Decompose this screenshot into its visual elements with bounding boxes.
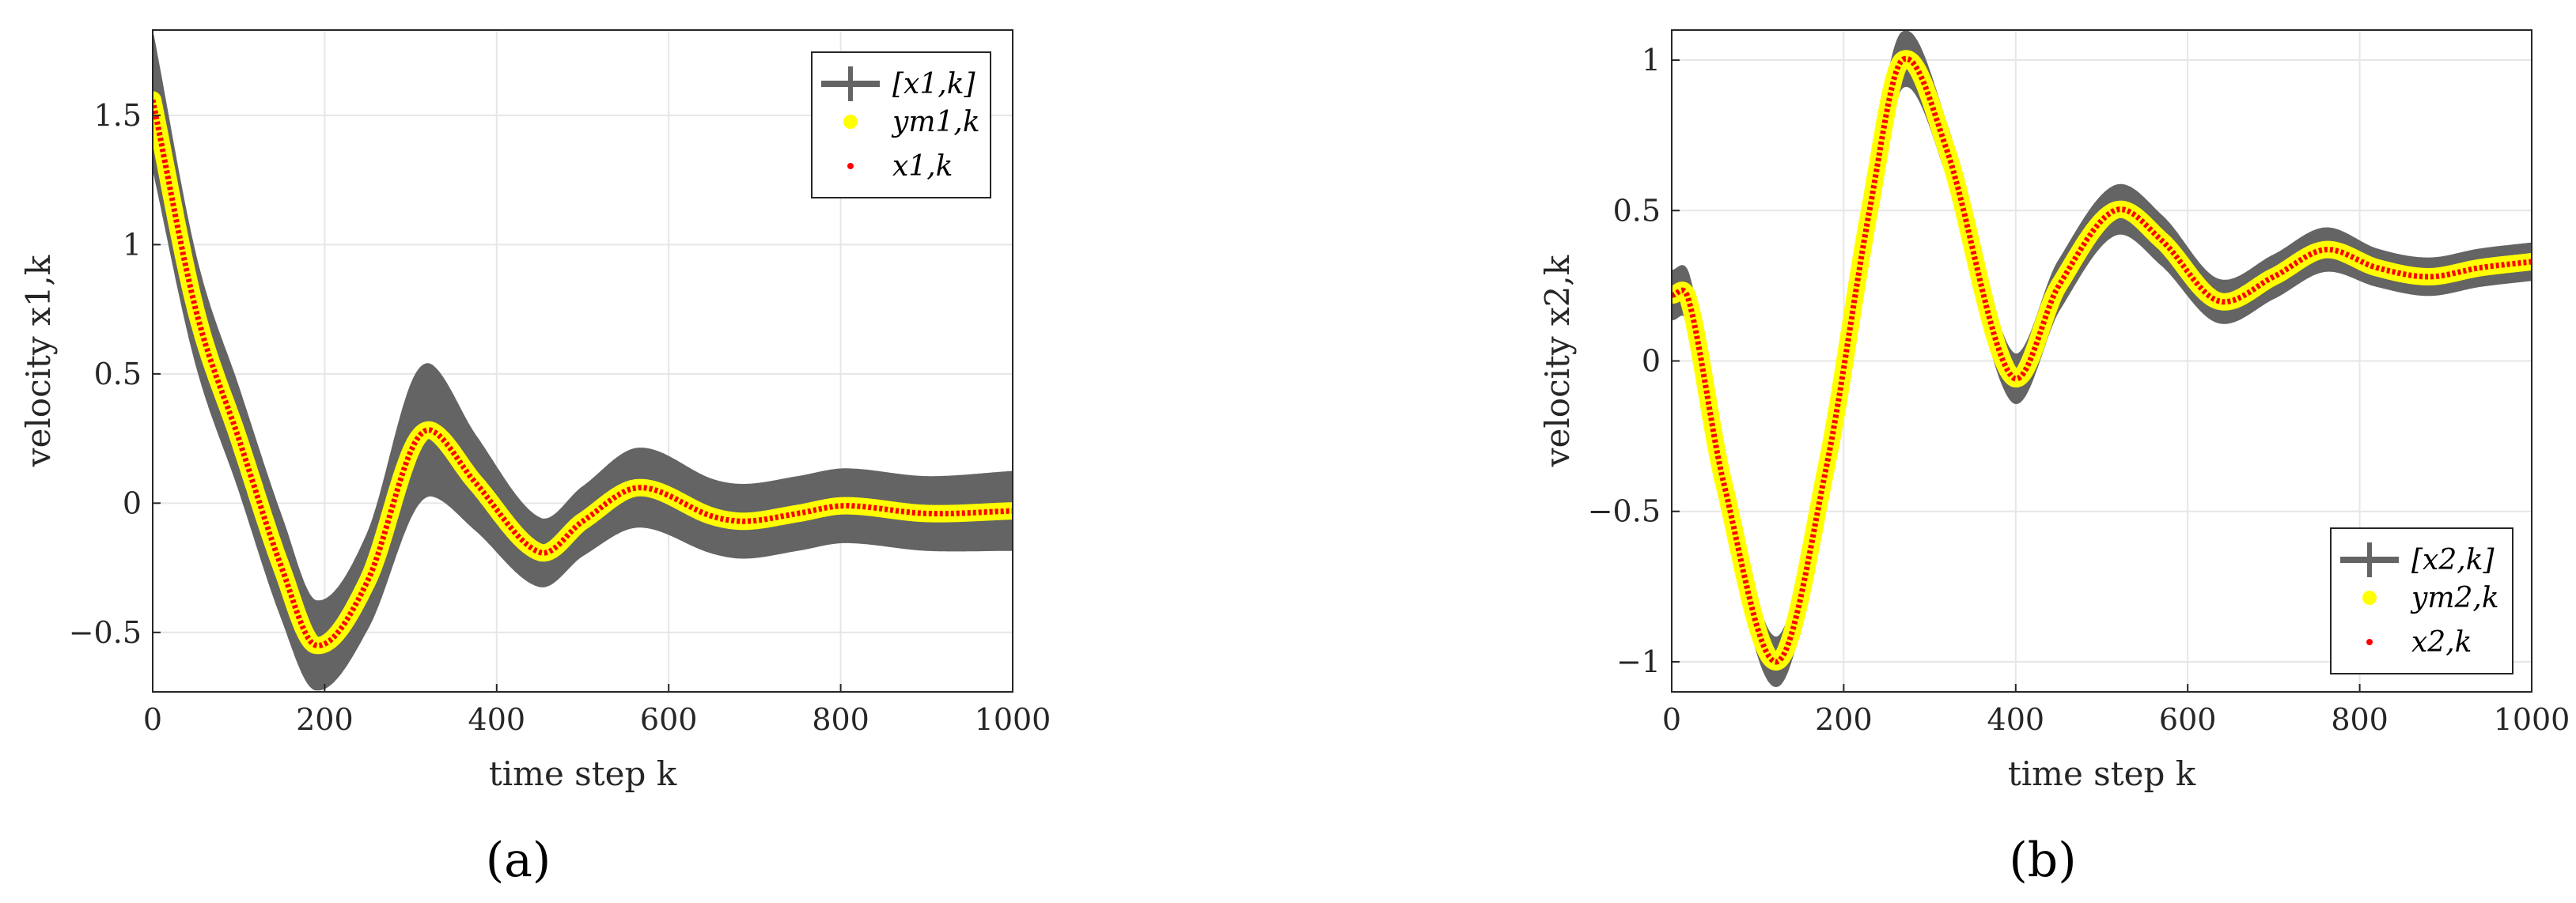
legend-box: [811, 51, 991, 198]
legend: [x1,k] ym1,k x1,k: [811, 51, 991, 198]
subfigure-caption: (b): [2009, 833, 2076, 888]
y-tick-label: 1.5: [94, 98, 142, 133]
x-tick-label: 400: [468, 702, 526, 737]
legend-box: [2330, 527, 2513, 674]
x-tick-label: 200: [1815, 702, 1873, 737]
x-axis-label: time step k: [489, 754, 677, 793]
legend-measurement-swatch: [843, 115, 858, 129]
x-tick-label: 800: [812, 702, 869, 737]
series-state-line: [1672, 55, 2532, 665]
x-tick-label: 200: [296, 702, 354, 737]
legend-label: x1,k: [892, 150, 953, 183]
subfigure-caption: (a): [486, 833, 551, 888]
x-tick-label: 600: [640, 702, 698, 737]
y-axis-label: velocity x2,k: [1538, 255, 1577, 467]
x-tick-label: 800: [2331, 702, 2388, 737]
y-tick-label: 0.5: [94, 357, 142, 391]
legend-state-swatch: [847, 163, 854, 169]
x-axis-label: time step k: [2008, 754, 2196, 793]
legend-label: [x2,k]: [2411, 544, 2495, 576]
x-tick-label: 1000: [2494, 702, 2570, 737]
legend-label: [x1,k]: [892, 68, 976, 100]
legend-label: ym1,k: [891, 106, 980, 138]
x-tick-label: 400: [1987, 702, 2045, 737]
y-tick-label: −1: [1616, 644, 1661, 679]
y-tick-label: 1: [123, 227, 142, 262]
x-tick-label: 1000: [975, 702, 1051, 737]
y-axis-label: velocity x1,k: [19, 255, 58, 467]
chart-panel-a: 0 200 400 600 800 1000 −0.5 0 0.5 1 1.5 time step k…: [19, 29, 1051, 888]
legend-measurement-swatch: [2362, 591, 2377, 605]
series-state-line: [153, 99, 1013, 648]
y-tick-label: 0.5: [1613, 193, 1661, 228]
legend: [x2,k] ym2,k x2,k: [2330, 527, 2513, 674]
legend-state-swatch: [2366, 639, 2373, 645]
x-tick-label: 600: [2159, 702, 2217, 737]
axes-box: [152, 29, 1013, 693]
x-tick-label: 0: [143, 702, 162, 737]
series-interval-band: [153, 35, 1013, 691]
x-tick-label: 0: [1662, 702, 1681, 737]
data-layer: [153, 35, 1013, 691]
data-layer: [1672, 30, 2532, 687]
y-tick-label: −0.5: [69, 615, 142, 650]
legend-label: ym2,k: [2410, 582, 2499, 614]
y-tick-label: −0.5: [1588, 494, 1661, 529]
y-tick-label: 0: [1642, 344, 1661, 379]
y-tick-label: 0: [123, 486, 142, 520]
chart-panel-b: 0 200 400 600 800 1000 −1 −0.5 0 0.5 1 time step k v…: [1538, 29, 2570, 888]
legend-label: x2,k: [2411, 626, 2472, 659]
y-tick-label: 1: [1642, 43, 1661, 77]
